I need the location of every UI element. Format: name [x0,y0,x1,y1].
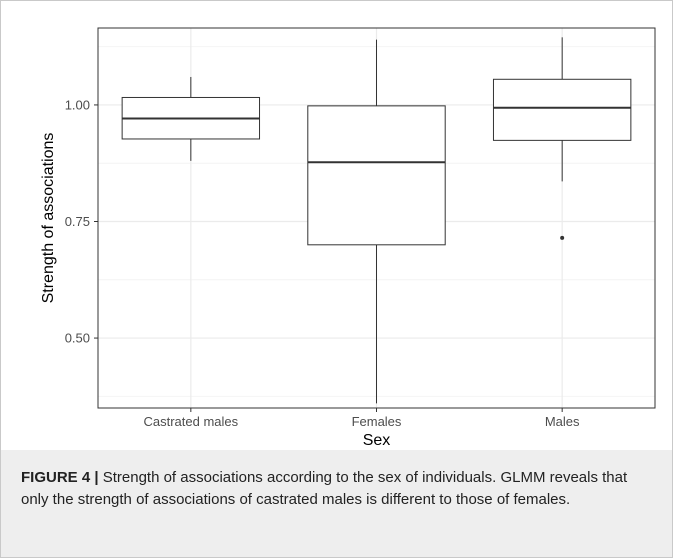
box-females [307,39,446,404]
y-tick-label: 0.75 [65,214,90,229]
outlier-point [560,235,565,240]
box-males [492,37,632,240]
figure-caption: FIGURE 4 | Strength of associations acco… [1,450,672,557]
y-tick-label: 1.00 [65,97,90,112]
x-tick-label: Castrated males [144,414,239,429]
box-castrated-males [121,76,261,161]
y-tick-label: 0.50 [65,331,90,346]
x-tick-label: Males [545,414,580,429]
caption-text: Strength of associations according to th… [21,469,628,508]
boxes [121,37,632,404]
x-axis-title: Sex [363,432,391,449]
box-iqr [492,78,632,141]
axis-ticks: 0.50 0.75 1.00 Castrated males Females Males [65,97,580,429]
x-tick-label: Females [352,414,402,429]
box-iqr [307,105,446,246]
caption-label: FIGURE 4 | [21,469,99,486]
y-axis-title: Strength of associations [40,133,57,304]
